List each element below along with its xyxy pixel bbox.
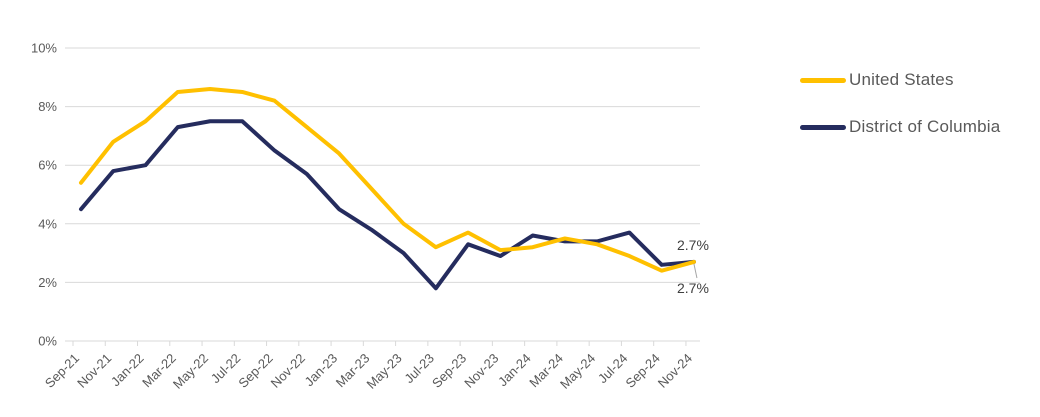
legend-item-united-states: United States — [800, 70, 954, 90]
legend-item-district-of-columbia: District of Columbia — [800, 117, 1000, 137]
us-line-swatch — [800, 77, 846, 83]
x-axis-label: Jan-23 — [301, 351, 340, 390]
x-axis-label: Nov-21 — [74, 351, 114, 391]
x-axis-label: Sep-23 — [429, 351, 469, 391]
y-axis-label: 8% — [38, 99, 57, 114]
x-axis-label: Sep-24 — [623, 351, 663, 391]
y-axis-label: 2% — [38, 275, 57, 290]
y-axis-label: 4% — [38, 216, 57, 231]
x-axis-label: May-22 — [170, 351, 211, 392]
legend-label-united-states: United States — [849, 70, 954, 89]
x-axis-label: Nov-22 — [268, 351, 308, 391]
us-end-value-label: 2.7% — [677, 280, 709, 296]
x-axis-label: Jan-22 — [108, 351, 147, 390]
x-axis-label: Nov-24 — [655, 351, 695, 391]
legend-label-district-of-columbia: District of Columbia — [849, 117, 1001, 136]
y-axis-label: 10% — [31, 41, 57, 56]
x-axis-label: Jan-24 — [495, 351, 534, 390]
x-axis-label: May-24 — [557, 351, 598, 392]
x-axis-label: Sep-22 — [235, 351, 275, 391]
y-axis-label: 0% — [38, 334, 57, 349]
dc-line-swatch — [800, 124, 846, 130]
x-axis-label: Nov-23 — [461, 351, 501, 391]
y-axis-label: 6% — [38, 158, 57, 173]
x-axis-label: Sep-21 — [42, 351, 82, 391]
united-states-line — [79, 87, 696, 273]
dc-end-value-label: 2.7% — [677, 237, 709, 253]
end-label-leader-line — [693, 263, 698, 279]
x-axis-label: May-23 — [363, 351, 404, 392]
